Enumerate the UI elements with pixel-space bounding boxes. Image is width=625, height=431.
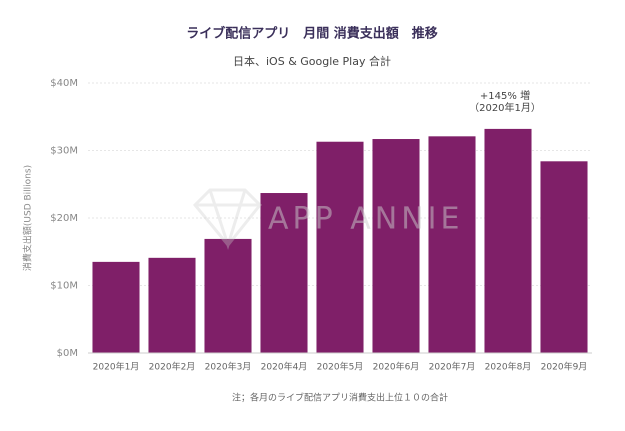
x-tick-label: 2020年1月 — [93, 361, 140, 373]
annotation: +145% 増 — [480, 89, 530, 102]
bar — [92, 261, 140, 353]
y-tick-label: $40M — [50, 78, 78, 89]
bar — [148, 257, 196, 353]
bar — [540, 161, 588, 353]
y-tick-label: $10M — [50, 281, 78, 292]
y-tick-label: $30M — [50, 146, 78, 157]
x-tick-label: 2020年8月 — [485, 361, 532, 373]
bar — [316, 141, 364, 353]
x-tick-label: 2020年4月 — [261, 361, 308, 373]
annotation: （2020年1月） — [469, 101, 541, 114]
bar — [204, 238, 252, 353]
x-tick-label: 2020年9月 — [541, 361, 588, 373]
bar — [260, 193, 308, 353]
watermark-logo — [192, 188, 263, 250]
chart-title: ライブ配信アプリ 月間 消費支出額 推移 — [186, 26, 438, 42]
y-axis-label: 消費支出額(USD Billions) — [22, 165, 34, 271]
x-tick-label: 2020年2月 — [149, 361, 196, 373]
footnote: 注；各月のライブ配信アプリ消費支出上位１０の合計 — [232, 392, 448, 404]
bar — [484, 128, 532, 353]
x-tick-label: 2020年6月 — [373, 361, 420, 373]
x-tick-label: 2020年3月 — [205, 361, 252, 373]
x-tick-label: 2020年5月 — [317, 361, 364, 373]
watermark-text: APP ANNIE — [268, 202, 463, 237]
bar — [372, 139, 420, 353]
chart-subtitle: 日本、iOS & Google Play 合計 — [233, 54, 391, 68]
y-tick-label: $0M — [57, 348, 78, 359]
y-tick-label: $20M — [50, 213, 78, 224]
watermark — [192, 188, 263, 250]
bar — [428, 136, 476, 353]
x-tick-label: 2020年7月 — [429, 361, 476, 373]
